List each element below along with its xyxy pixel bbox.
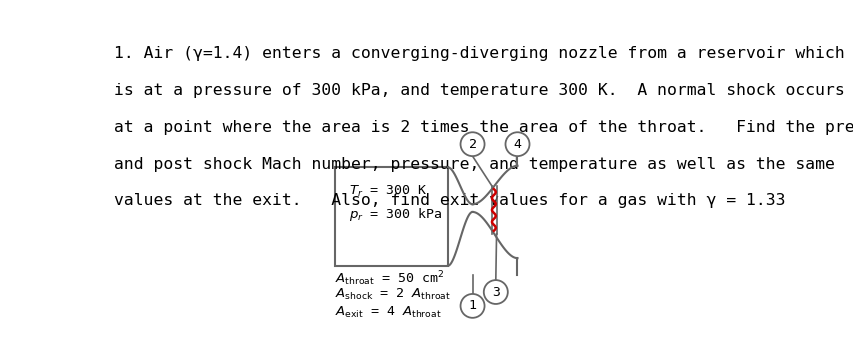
Circle shape — [483, 280, 508, 304]
Text: $A_{\mathrm{shock}}$ = 2 $A_{\mathrm{throat}}$: $A_{\mathrm{shock}}$ = 2 $A_{\mathrm{thr… — [335, 287, 451, 302]
Text: 1: 1 — [468, 299, 476, 312]
Text: is at a pressure of 300 kPa, and temperature 300 K.  A normal shock occurs: is at a pressure of 300 kPa, and tempera… — [114, 83, 844, 97]
Text: 4: 4 — [513, 138, 521, 151]
Text: 3: 3 — [491, 286, 499, 299]
Text: $T_r$ = 300 K: $T_r$ = 300 K — [349, 184, 426, 199]
Text: $p_r$ = 300 kPa: $p_r$ = 300 kPa — [349, 206, 442, 223]
Text: $A_{\mathrm{exit}}$ = 4 $A_{\mathrm{throat}}$: $A_{\mathrm{exit}}$ = 4 $A_{\mathrm{thro… — [335, 305, 442, 320]
Circle shape — [505, 132, 529, 156]
Text: 2: 2 — [468, 138, 476, 151]
Text: at a point where the area is 2 times the area of the throat.   Find the pre: at a point where the area is 2 times the… — [114, 119, 853, 135]
Circle shape — [460, 294, 484, 318]
Text: 1. Air (γ=1.4) enters a converging-diverging nozzle from a reservoir which: 1. Air (γ=1.4) enters a converging-diver… — [114, 45, 844, 61]
Text: $A_{\mathrm{throat}}$ = 50 cm$^2$: $A_{\mathrm{throat}}$ = 50 cm$^2$ — [335, 269, 444, 288]
Text: and post shock Mach number, pressure, and temperature as well as the same: and post shock Mach number, pressure, an… — [114, 157, 834, 171]
Circle shape — [460, 132, 484, 156]
Bar — [335, 167, 447, 266]
Text: values at the exit.   Also, find exit values for a gas with γ = 1.33: values at the exit. Also, find exit valu… — [114, 193, 785, 208]
